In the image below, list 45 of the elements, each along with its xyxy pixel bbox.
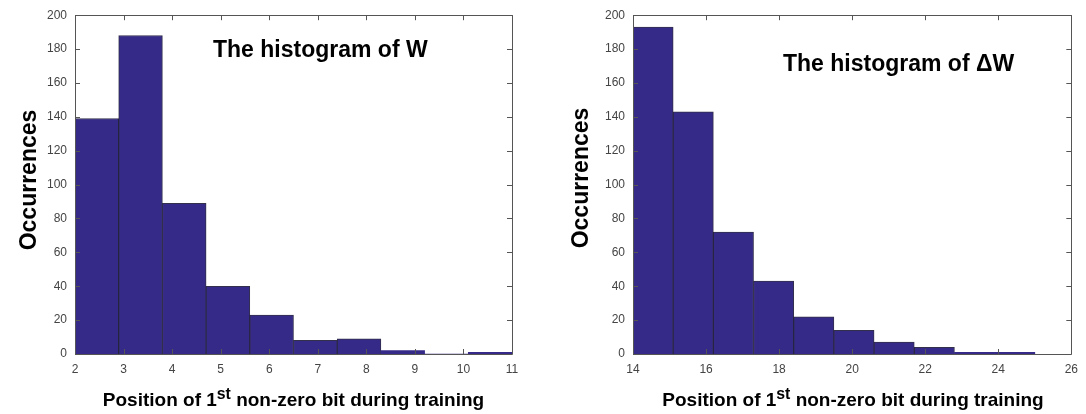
text: The histogram of ΔW <box>783 50 1015 77</box>
x-tick-label: 2 <box>71 361 79 376</box>
y-tick-label: 160 <box>46 75 68 90</box>
y-tick-label: 60 <box>53 244 68 259</box>
y-tick-label: 20 <box>611 312 626 327</box>
y-tick-label: 100 <box>46 176 68 191</box>
x-tick-label: 26 <box>1064 361 1079 376</box>
y-tick-label: 0 <box>60 346 68 361</box>
x-tick-label: 18 <box>772 361 787 376</box>
x-tick-label: 7 <box>314 361 322 376</box>
x-tick-label: 24 <box>991 361 1006 376</box>
x-axis-title: Position of 1$^{st}$ non-zero bit during training <box>662 384 1044 412</box>
y-tick-label: 40 <box>53 278 68 293</box>
y-tick-label: 180 <box>604 41 626 56</box>
x-axis-title: Position of 1$^{st}$ non-zero bit during training <box>102 384 485 412</box>
y-tick-label: 200 <box>46 7 68 22</box>
x-tick-label: 5 <box>217 361 225 376</box>
x-tick-label: 8 <box>362 361 370 376</box>
x-tick-label: 10 <box>456 361 471 376</box>
text: The histogram of W <box>213 36 428 63</box>
y-tick-label: 140 <box>46 109 68 124</box>
x-tick-label: 6 <box>265 361 273 376</box>
y-tick-label: 40 <box>611 278 626 293</box>
y-tick-label: 120 <box>46 143 68 158</box>
y-tick-label: 200 <box>604 7 626 22</box>
y-tick-label: 180 <box>46 41 68 56</box>
y-tick-label: 120 <box>604 143 626 158</box>
y-tick-label: 160 <box>604 75 626 90</box>
x-tick-label: 22 <box>918 361 933 376</box>
x-tick-label: 20 <box>845 361 860 376</box>
x-tick-label: 3 <box>120 361 128 376</box>
y-tick-label: 80 <box>611 210 626 225</box>
y-tick-label: 80 <box>53 210 68 225</box>
y-tick-label: 60 <box>611 244 626 259</box>
y-axis-title: Occurrences <box>566 107 594 249</box>
x-tick-label: 11 <box>505 361 519 376</box>
y-tick-label: 100 <box>604 176 626 191</box>
y-tick-label: 0 <box>618 346 626 361</box>
y-tick-label: 140 <box>604 109 626 124</box>
y-tick-label: 20 <box>53 312 68 327</box>
y-axis-title: Occurrences <box>14 109 42 251</box>
x-tick-label: 16 <box>699 361 714 376</box>
x-tick-label: 4 <box>168 361 176 376</box>
x-tick-label: 9 <box>411 361 419 376</box>
x-tick-label: 14 <box>626 361 640 376</box>
